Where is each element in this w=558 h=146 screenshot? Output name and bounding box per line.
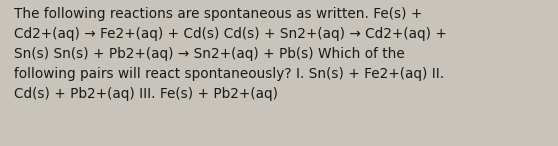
Text: The following reactions are spontaneous as written. Fe(s) +
Cd2+(aq) → Fe2+(aq) : The following reactions are spontaneous … — [14, 7, 447, 101]
